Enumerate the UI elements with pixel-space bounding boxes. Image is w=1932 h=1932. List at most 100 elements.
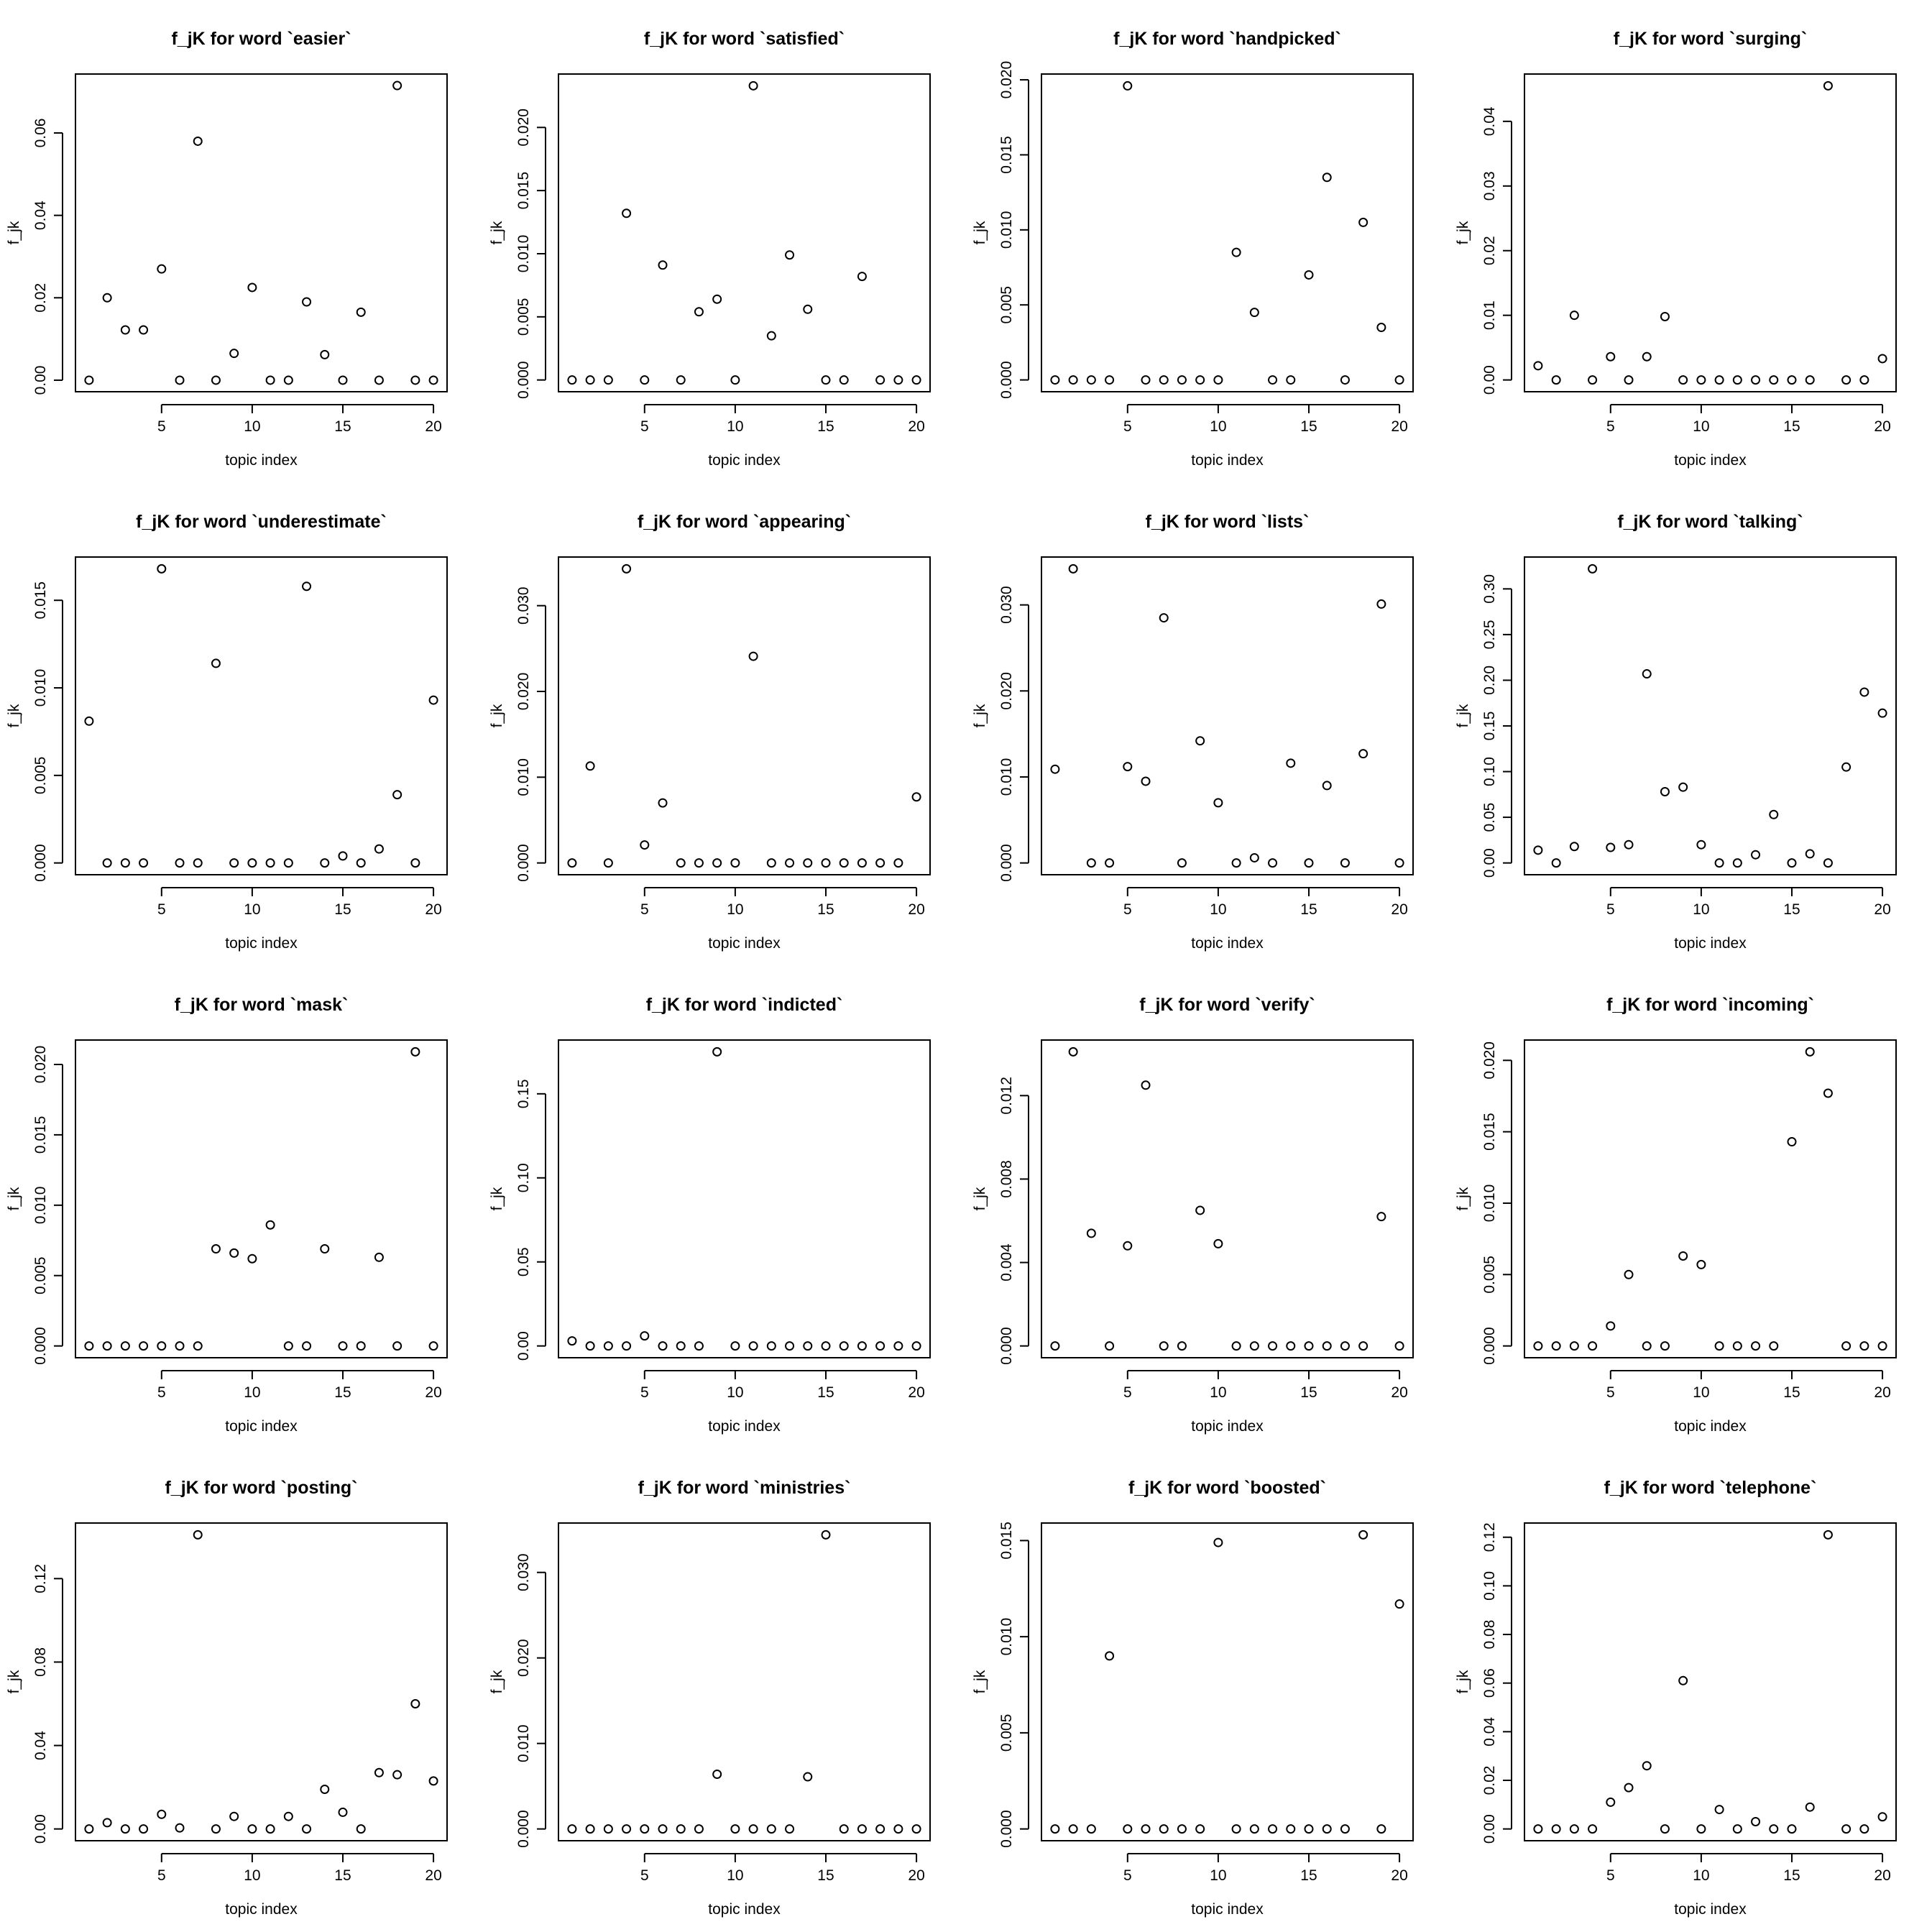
data-point <box>1787 1824 1797 1834</box>
x-tick-label: 10 <box>1210 418 1226 435</box>
data-point <box>1195 1824 1205 1834</box>
x-tick-label: 15 <box>334 1867 351 1884</box>
chart-title: f_jK for word `incoming` <box>1606 995 1814 1015</box>
data-point <box>1050 1824 1060 1834</box>
y-axis: 0.000 0.005 0.010 0.015 0.020 <box>1481 1041 1512 1365</box>
data-point <box>1859 1824 1869 1834</box>
y-tick-label: 0.020 <box>998 61 1015 99</box>
data-points <box>84 80 438 385</box>
data-point <box>1358 217 1368 227</box>
data-point <box>1268 858 1278 868</box>
x-axis: 5 10 15 20 <box>1606 404 1891 435</box>
y-tick-label: 0.00 <box>1481 365 1498 395</box>
data-point <box>1105 1651 1115 1661</box>
data-point <box>1588 1341 1598 1351</box>
data-point <box>1086 375 1096 385</box>
data-point <box>1805 1046 1815 1057</box>
data-point <box>102 293 112 303</box>
x-tick-label: 20 <box>1391 1384 1407 1401</box>
data-point <box>622 1824 632 1834</box>
data-point <box>320 858 330 868</box>
y-tick-label: 0.008 <box>998 1160 1015 1198</box>
y-tick-label: 0.00 <box>1481 848 1498 878</box>
data-point <box>1159 1341 1169 1351</box>
data-point <box>803 1772 813 1782</box>
data-point <box>821 1341 831 1351</box>
y-tick-label: 0.05 <box>515 1247 532 1276</box>
x-axis: 5 10 15 20 <box>1606 1370 1891 1401</box>
data-point <box>1050 375 1060 385</box>
x-axis-label: topic index <box>1674 935 1747 952</box>
y-axis-label: f_jk <box>6 1670 22 1693</box>
plot-frame <box>558 1039 931 1358</box>
data-points <box>1050 1046 1404 1351</box>
data-point <box>676 375 686 385</box>
x-tick-label: 10 <box>727 1384 743 1401</box>
data-point <box>338 375 348 385</box>
data-point <box>265 375 275 385</box>
panel-5: f_jK for word `underestimate` 5 10 15 20 topi… <box>6 512 448 952</box>
chart-title: f_jK for word `ministries` <box>638 1478 851 1498</box>
x-axis: 5 10 15 20 <box>157 404 442 435</box>
panel-2: f_jK for word `satisfied` 5 10 15 20 topic in… <box>489 29 931 469</box>
plot-frame <box>1524 556 1897 875</box>
data-point <box>320 1244 330 1254</box>
y-axis-label: f_jk <box>972 704 988 727</box>
y-tick-label: 0.30 <box>1481 574 1498 604</box>
data-point <box>175 375 185 385</box>
y-tick-label: 0.00 <box>32 1814 49 1844</box>
y-tick-label: 0.000 <box>998 1810 1015 1848</box>
data-point <box>1340 858 1350 868</box>
chart-title: f_jK for word `lists` <box>1146 512 1310 532</box>
data-point <box>1105 1341 1115 1351</box>
x-tick-label: 5 <box>157 901 166 918</box>
x-tick-label: 10 <box>1210 1384 1226 1401</box>
data-point <box>567 1824 577 1834</box>
data-point <box>1569 842 1579 852</box>
y-tick-label: 0.030 <box>515 586 532 625</box>
plot-frame <box>558 73 931 392</box>
data-point <box>211 658 221 668</box>
x-axis: 5 10 15 20 <box>640 1370 925 1401</box>
panel-8: f_jK for word `talking` 5 10 15 20 topic inde… <box>1455 512 1897 952</box>
y-axis-label: f_jk <box>489 221 505 244</box>
data-point <box>676 858 686 868</box>
x-axis: 5 10 15 20 <box>157 1370 442 1401</box>
panel-11: f_jK for word `verify` 5 10 15 20 topic index… <box>972 995 1414 1435</box>
y-tick-label: 0.10 <box>515 1163 532 1192</box>
x-axis-label: topic index <box>225 452 298 469</box>
data-point <box>1787 375 1797 385</box>
data-point <box>265 1220 275 1230</box>
data-point <box>821 375 831 385</box>
data-points <box>1050 80 1404 385</box>
y-tick-label: 0.015 <box>1481 1113 1498 1151</box>
y-tick-label: 0.005 <box>1481 1256 1498 1294</box>
x-tick-label: 20 <box>908 1867 924 1884</box>
x-tick-label: 20 <box>1874 1384 1890 1401</box>
data-points <box>567 80 921 385</box>
data-point <box>585 761 595 771</box>
y-axis: 0.00 0.02 0.04 0.06 0.08 0.10 0.12 <box>1481 1522 1512 1844</box>
x-axis-label: topic index <box>1191 1901 1264 1918</box>
data-point <box>302 297 312 307</box>
data-point <box>839 1341 849 1351</box>
x-axis: 5 10 15 20 <box>1123 404 1408 435</box>
data-point <box>229 1811 239 1821</box>
data-point <box>1304 1341 1314 1351</box>
data-point <box>428 1341 438 1351</box>
data-point <box>1642 1341 1652 1351</box>
x-axis-label: topic index <box>708 1418 781 1435</box>
data-point <box>1569 1824 1579 1834</box>
data-point <box>1877 1341 1887 1351</box>
data-point <box>1159 613 1169 623</box>
panel-7: f_jK for word `lists` 5 10 15 20 topic index 0… <box>972 512 1414 952</box>
data-point <box>410 1046 420 1057</box>
data-point <box>1195 1205 1205 1215</box>
data-point <box>1159 1824 1169 1834</box>
data-point <box>1286 1824 1296 1834</box>
x-axis: 5 10 15 20 <box>1606 1853 1891 1884</box>
y-tick-label: 0.000 <box>998 1327 1015 1365</box>
data-point <box>1714 375 1724 385</box>
y-tick-label: 0.004 <box>998 1243 1015 1282</box>
data-points <box>1533 80 1887 385</box>
